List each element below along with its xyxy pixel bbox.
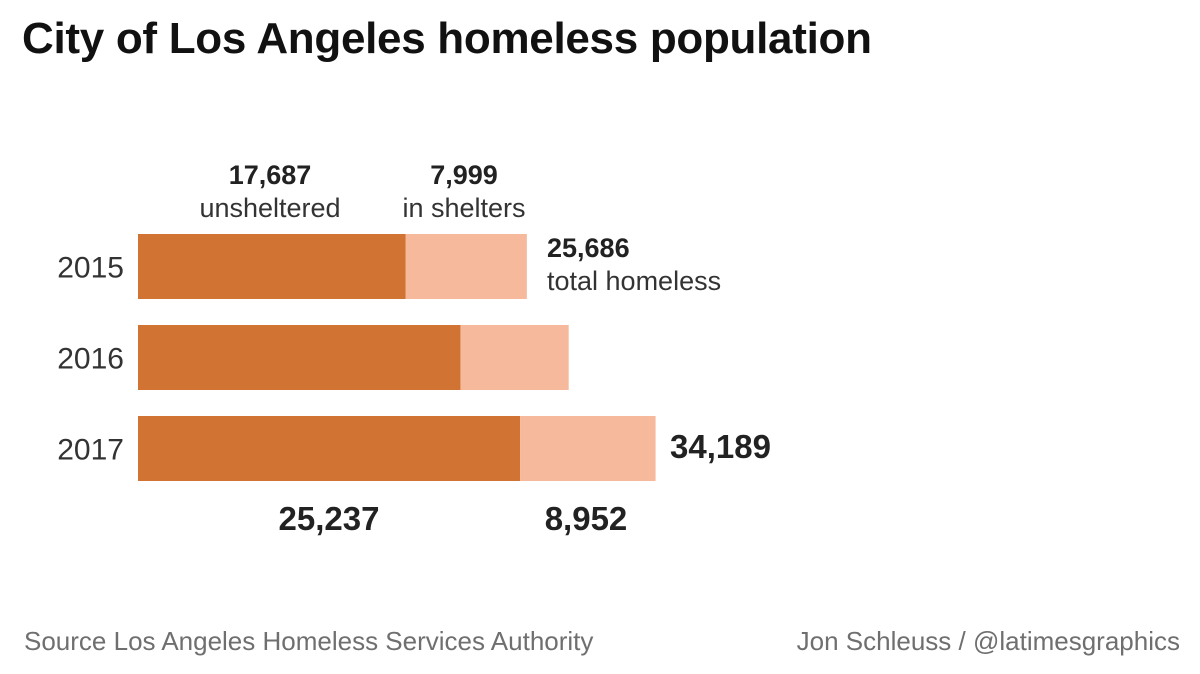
bar-2016-sheltered (460, 325, 569, 390)
year-label-2016: 2016 (57, 343, 124, 376)
bottom-unsheltered-value: 25,237 (279, 500, 380, 537)
year-label-2015: 2015 (57, 252, 124, 285)
bottom-sheltered-value: 8,952 (545, 500, 628, 537)
year-labels-group: 2015 2016 2017 (57, 252, 124, 467)
top-unsheltered-value: 17,687 (229, 160, 312, 190)
year-label-2017: 2017 (57, 434, 124, 467)
chart-title: City of Los Angeles homeless population (22, 14, 872, 63)
top-unsheltered-label: unsheltered (199, 193, 340, 223)
bar-2015-unsheltered (138, 234, 406, 299)
total-2015-label: total homeless (547, 266, 721, 296)
bar-2017-unsheltered (138, 416, 521, 481)
top-sheltered-value: 7,999 (430, 160, 498, 190)
bars-group (138, 234, 656, 481)
total-2017-value: 34,189 (670, 428, 771, 465)
bar-2015-sheltered (405, 234, 527, 299)
credit-note: Jon Schleuss / @latimesgraphics (796, 626, 1180, 656)
source-note: Source Los Angeles Homeless Services Aut… (24, 626, 594, 656)
total-2015-value: 25,686 (547, 233, 630, 263)
bar-2017-sheltered (520, 416, 656, 481)
top-sheltered-label: in shelters (402, 193, 525, 223)
bar-2016-unsheltered (138, 325, 461, 390)
